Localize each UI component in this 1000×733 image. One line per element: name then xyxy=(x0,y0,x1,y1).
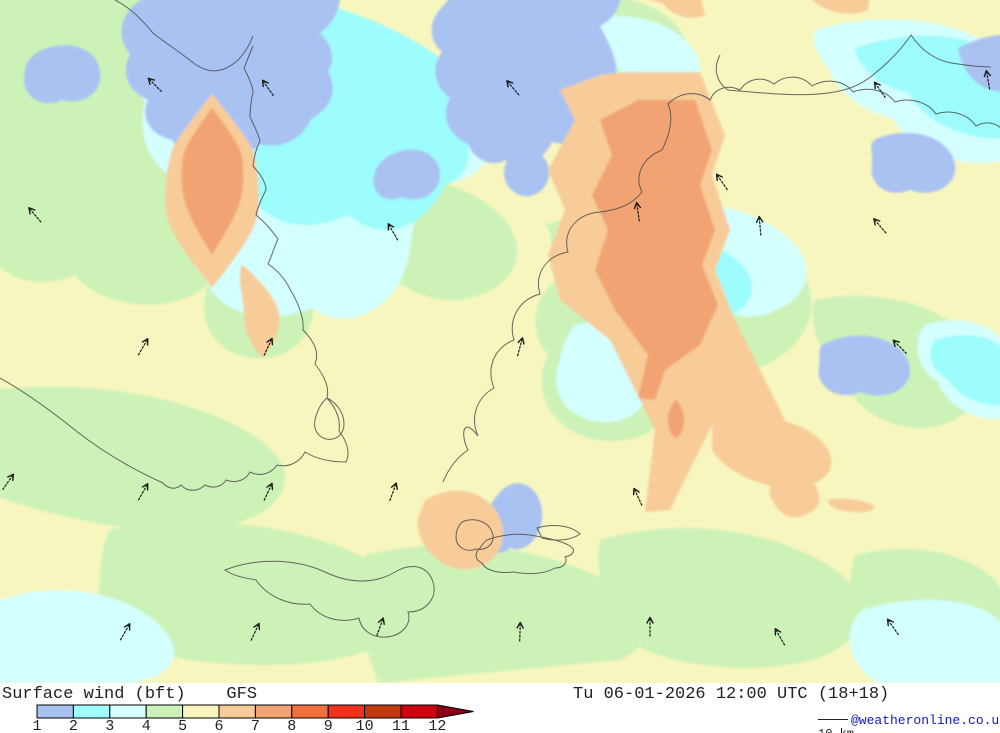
svg-text:11: 11 xyxy=(392,718,410,733)
svg-text:12: 12 xyxy=(428,718,446,733)
svg-text:3: 3 xyxy=(105,718,114,733)
svg-text:4: 4 xyxy=(142,718,151,733)
svg-text:6: 6 xyxy=(214,718,223,733)
svg-text:10: 10 xyxy=(356,718,374,733)
svg-text:2: 2 xyxy=(69,718,78,733)
svg-text:7: 7 xyxy=(251,718,260,733)
svg-text:9: 9 xyxy=(324,718,333,733)
svg-text:8: 8 xyxy=(287,718,296,733)
svg-text:5: 5 xyxy=(178,718,187,733)
svg-text:1: 1 xyxy=(32,718,41,733)
